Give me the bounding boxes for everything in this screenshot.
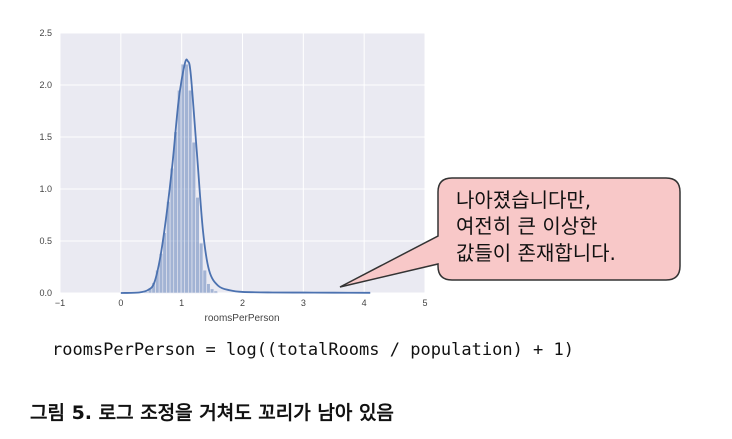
x-tick-label: 4	[362, 298, 367, 308]
histogram-bar	[199, 242, 204, 294]
callout-line-1: 나아졌습니다만,	[456, 188, 591, 212]
histogram-bar	[213, 290, 218, 294]
x-tick-label: −1	[55, 298, 65, 308]
y-tick-label: 1.5	[39, 132, 52, 142]
y-tick-label: 0.0	[39, 288, 52, 298]
kde-curve	[120, 58, 371, 294]
histogram-bar	[177, 89, 182, 294]
x-tick-label: 5	[422, 298, 427, 308]
histogram-bar	[202, 269, 207, 294]
histogram-bar	[191, 141, 196, 294]
histogram-bar	[206, 283, 211, 294]
y-tick-label: 2.5	[39, 28, 52, 38]
callout-bubble: 나아졌습니다만, 여전히 큰 이상한 값들이 존재합니다.	[339, 177, 681, 288]
x-tick-label: 3	[301, 298, 306, 308]
histogram-bars	[144, 63, 218, 294]
callout-shape	[339, 177, 681, 288]
x-tick-label: 2	[240, 298, 245, 308]
x-axis-label: roomsPerPerson	[204, 313, 279, 324]
y-tick-label: 0.5	[39, 236, 52, 246]
x-tick-label: 0	[118, 298, 123, 308]
axis-ticks: −1 0 1 2 3 4 5 0.0 0.5 1.0 1.5 2.0 2.5	[39, 28, 427, 308]
distribution-chart: −1 0 1 2 3 4 5 0.0 0.5 1.0 1.5 2.0 2.5 roomsPerPerso…	[39, 28, 681, 324]
formula-text: roomsPerPerson = log((totalRooms / popul…	[52, 340, 574, 360]
callout-line-3: 값들이 존재합니다.	[456, 241, 616, 265]
x-tick-label: 1	[179, 298, 184, 308]
callout-line-2: 여전히 큰 이상한	[456, 214, 598, 238]
histogram-bar	[173, 131, 178, 294]
y-tick-label: 2.0	[39, 80, 52, 90]
histogram-bar	[209, 288, 215, 294]
histogram-bar	[195, 197, 200, 294]
histogram-bar	[184, 63, 189, 294]
figure-caption: 그림 5. 로그 조정을 거쳐도 꼬리가 남아 있음	[30, 402, 394, 424]
y-tick-label: 1.0	[39, 184, 52, 194]
histogram-bar	[188, 89, 193, 294]
histogram-bar	[180, 63, 186, 294]
